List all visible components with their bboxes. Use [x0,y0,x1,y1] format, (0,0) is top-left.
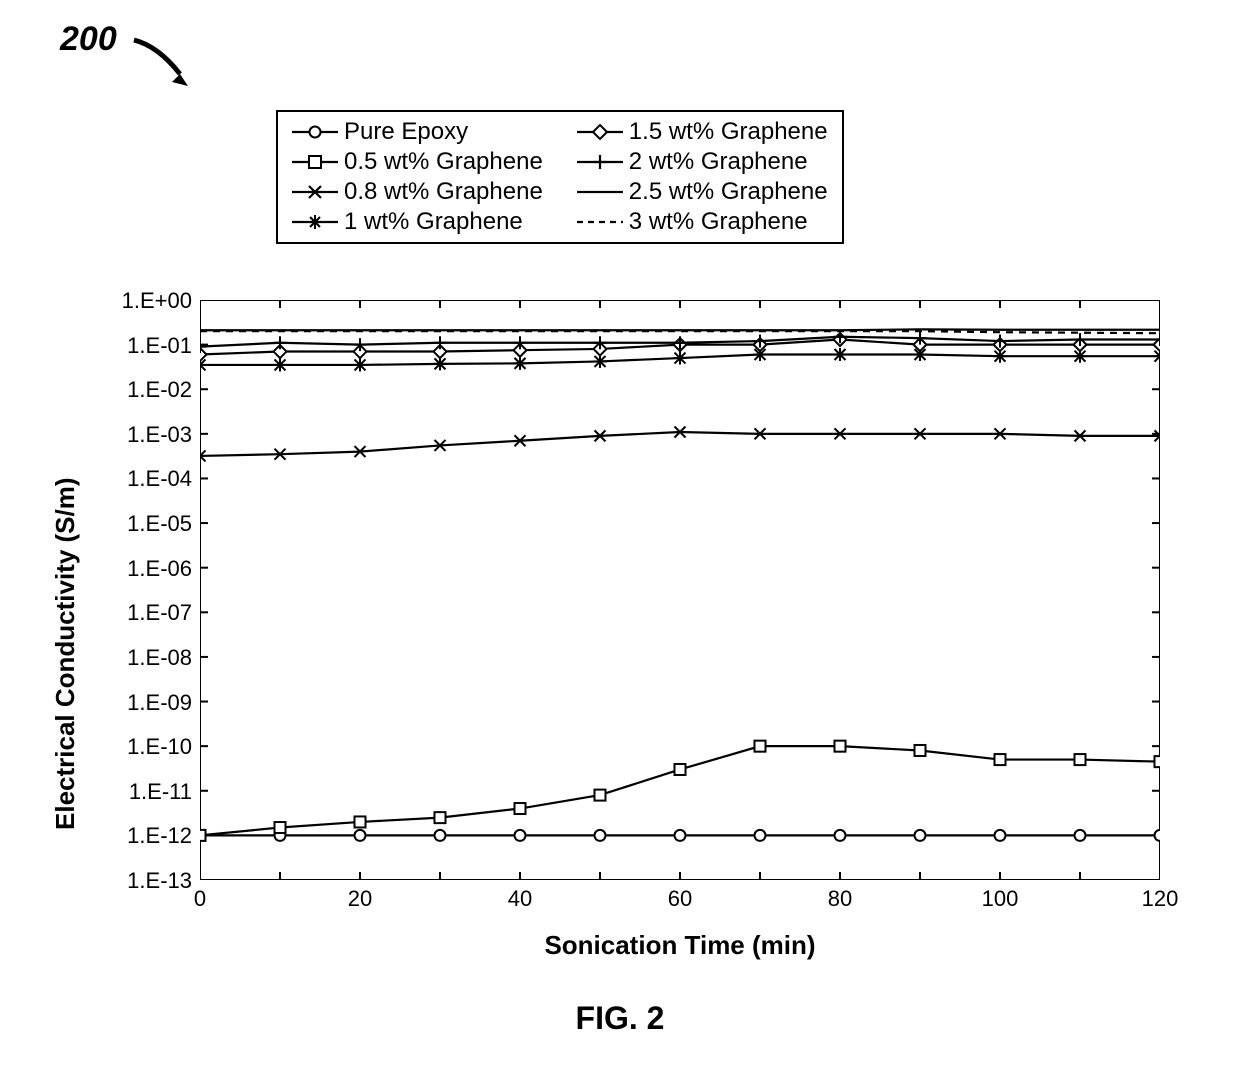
y-tick-label: 1.E-06 [127,556,192,582]
legend-marker-x-icon [292,182,338,202]
y-tick-label: 1.E-07 [127,600,192,626]
figure-caption: FIG. 2 [0,1000,1240,1037]
legend-label: 0.5 wt% Graphene [344,148,543,176]
x-tick-label: 120 [1140,886,1180,912]
legend-label: 3 wt% Graphene [629,208,808,236]
y-tick-label: 1.E-05 [127,511,192,537]
legend-marker-plus-icon [577,152,623,172]
legend-item: 2 wt% Graphene [577,148,828,176]
legend-marker-diamond-icon [577,122,623,142]
y-tick-label: 1.E+00 [122,288,192,314]
y-tick-label: 1.E-12 [127,823,192,849]
legend: Pure Epoxy 1.5 wt% Graphene 0.5 wt% Grap… [276,110,844,244]
y-tick-label: 1.E-10 [127,734,192,760]
legend-label: 0.8 wt% Graphene [344,178,543,206]
figure-page: 200 Pure Epoxy 1.5 wt% Graphene [0,0,1240,1069]
x-axis-title: Sonication Time (min) [200,930,1160,961]
legend-label: 2.5 wt% Graphene [629,178,828,206]
y-tick-label: 1.E-08 [127,645,192,671]
chart-svg [200,300,1160,880]
x-tick-label: 80 [820,886,860,912]
legend-label: Pure Epoxy [344,118,468,146]
legend-marker-circle-icon [292,122,338,142]
y-tick-label: 1.E-11 [129,779,192,805]
figure-number-arrow-icon [128,34,208,94]
legend-item: 0.8 wt% Graphene [292,178,543,206]
y-tick-label: 1.E-09 [127,690,192,716]
y-tick-label: 1.E-02 [127,377,192,403]
legend-label: 2 wt% Graphene [629,148,808,176]
x-tick-label: 0 [180,886,220,912]
y-tick-label: 1.E-04 [127,466,192,492]
legend-marker-line-icon [577,182,623,202]
y-tick-label: 1.E-01 [127,333,192,359]
plot-area [200,300,1160,880]
x-tick-label: 40 [500,886,540,912]
figure-number: 200 [60,20,117,59]
legend-label: 1.5 wt% Graphene [629,118,828,146]
legend-item: 1 wt% Graphene [292,208,543,236]
legend-marker-square-icon [292,152,338,172]
legend-label: 1 wt% Graphene [344,208,523,236]
legend-marker-dashed-icon [577,212,623,232]
legend-item: 0.5 wt% Graphene [292,148,543,176]
legend-item: Pure Epoxy [292,118,543,146]
x-tick-label: 60 [660,886,700,912]
x-tick-label: 100 [980,886,1020,912]
y-tick-label: 1.E-03 [127,422,192,448]
legend-item: 3 wt% Graphene [577,208,828,236]
legend-marker-star-icon [292,212,338,232]
legend-item: 2.5 wt% Graphene [577,178,828,206]
x-tick-label: 20 [340,886,380,912]
y-axis-title: Electrical Conductivity (S/m) [50,477,81,830]
legend-item: 1.5 wt% Graphene [577,118,828,146]
